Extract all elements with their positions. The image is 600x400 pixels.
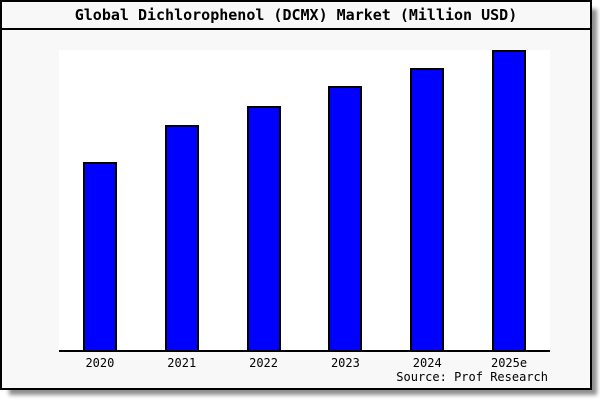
bar-2023 (328, 86, 363, 350)
bar-slot (304, 50, 386, 350)
x-tick-label-2020: 2020 (85, 356, 115, 370)
x-tick-label-2023: 2023 (330, 356, 360, 370)
x-tick-label-2024: 2024 (412, 356, 442, 370)
bar-2022 (246, 106, 281, 350)
x-axis-labels: 2020 2021 2022 2023 2024 2025e (59, 356, 550, 370)
chart-frame: Global Dichlorophenol (DCMX) Market (Mil… (0, 0, 592, 390)
bar-slot (59, 50, 141, 350)
bar-slot (386, 50, 468, 350)
x-tick-label-2022: 2022 (249, 356, 279, 370)
plot-area (59, 50, 550, 352)
x-tick-label-2025e: 2025e (490, 356, 528, 370)
x-tick-label-2021: 2021 (167, 356, 197, 370)
bar-2020 (82, 162, 117, 350)
bar-slot (223, 50, 305, 350)
bar-2025e (492, 50, 527, 350)
source-credit: Source: Prof Research (396, 370, 548, 384)
bar-2024 (410, 68, 445, 350)
chart-region: 2020 2021 2022 2023 2024 2025e Source: Prof R… (2, 30, 590, 390)
bar-slot (141, 50, 223, 350)
bar-2021 (164, 125, 199, 350)
chart-title: Global Dichlorophenol (DCMX) Market (Mil… (2, 2, 590, 30)
bar-slot (468, 50, 550, 350)
